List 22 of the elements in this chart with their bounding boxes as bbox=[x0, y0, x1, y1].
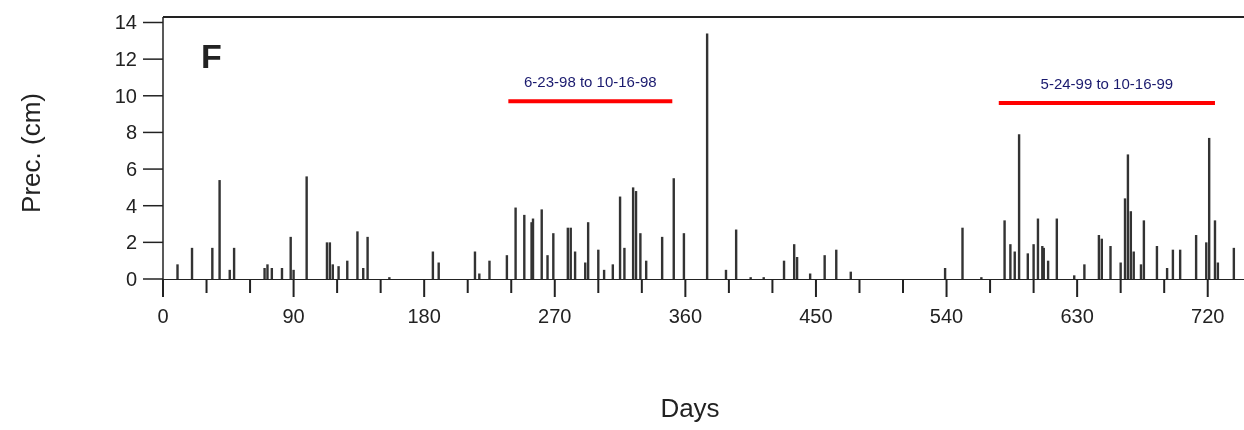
x-tick-label: 720 bbox=[1191, 305, 1225, 328]
x-tick-label: 0 bbox=[157, 305, 169, 328]
x-axis-title: Days bbox=[660, 393, 720, 423]
series-label: 5-24-99 to 10-16-99 bbox=[1040, 75, 1174, 93]
x-tick-label: 450 bbox=[799, 305, 833, 328]
x-tick-label: 90 bbox=[282, 305, 305, 328]
y-tick-label: 2 bbox=[125, 231, 137, 254]
y-tick-label: 0 bbox=[125, 268, 137, 290]
x-tick-label: 360 bbox=[668, 305, 703, 328]
x-tick-label: 630 bbox=[1060, 305, 1094, 328]
y-tick-label: 4 bbox=[125, 194, 137, 217]
y-axis-title: Prec. (cm) bbox=[16, 93, 46, 213]
y-tick-label: 8 bbox=[125, 121, 137, 144]
y-tick-label: 12 bbox=[114, 48, 137, 71]
x-tick-label: 270 bbox=[538, 305, 572, 328]
annotation: F bbox=[201, 37, 222, 75]
x-tick-label: 540 bbox=[929, 305, 964, 328]
y-tick-label: 14 bbox=[114, 11, 137, 34]
series-label: 6-23-98 to 10-16-98 bbox=[524, 73, 657, 91]
y-tick-label: 10 bbox=[114, 84, 137, 107]
x-tick-label: 180 bbox=[407, 305, 441, 328]
y-tick-label: 6 bbox=[125, 158, 137, 181]
